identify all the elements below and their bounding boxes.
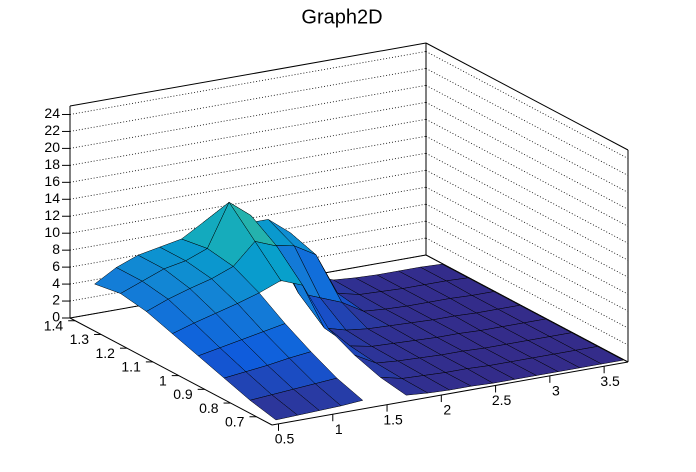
z-tick-label: 8 <box>52 241 60 257</box>
z-tick-label: 18 <box>44 156 60 172</box>
y-tick-label: 1.4 <box>44 317 64 333</box>
chart-title: Graph2D <box>301 6 382 28</box>
y-tick-label: 0.8 <box>199 400 219 416</box>
grid-line <box>425 203 629 312</box>
grid-line <box>69 135 427 200</box>
x-tick-label: 3 <box>552 383 560 399</box>
grid-line <box>425 135 629 244</box>
x-tick-label: 1.5 <box>383 411 403 427</box>
grid-line <box>425 51 629 159</box>
z-tick-label: 24 <box>44 105 60 121</box>
grid-line <box>425 169 629 278</box>
x-tick-label: 1 <box>335 421 343 437</box>
grid-line <box>425 237 629 346</box>
y-tick-label: 1 <box>159 372 167 388</box>
z-tick-label: 0 <box>52 309 60 325</box>
x-tick-label: 0.5 <box>275 431 295 447</box>
grid-line <box>425 85 629 193</box>
z-tick-label: 10 <box>44 224 60 240</box>
grid-line <box>425 186 629 295</box>
grid-line <box>425 68 629 176</box>
grid-line <box>425 152 629 261</box>
grid-line <box>69 118 427 183</box>
z-tick-label: 2 <box>52 292 60 308</box>
grid-line <box>69 152 427 217</box>
grid-line <box>425 254 629 363</box>
axis-box <box>69 42 427 107</box>
grid-line <box>69 169 427 234</box>
x-tick-label: 2.5 <box>492 392 512 408</box>
z-tick-label: 20 <box>44 139 60 155</box>
x-tick-label: 3.5 <box>600 373 620 389</box>
x-axis <box>271 361 629 426</box>
z-tick-label: 16 <box>44 173 60 189</box>
z-tick-label: 14 <box>44 190 60 206</box>
y-axis <box>69 317 273 426</box>
x-tick-label: 2 <box>443 402 451 418</box>
z-tick-label: 12 <box>44 207 60 223</box>
grid-line <box>69 85 427 149</box>
y-tick-label: 1.2 <box>96 345 116 361</box>
surface-cell <box>249 394 299 421</box>
y-tick-label: 1.3 <box>70 331 90 347</box>
y-tick-label: 0.7 <box>225 413 245 429</box>
grid-line <box>69 101 427 166</box>
surface-cell <box>379 376 429 396</box>
grid-line <box>69 68 427 132</box>
z-tick-label: 4 <box>52 275 60 291</box>
z-tick-label: 22 <box>44 122 60 138</box>
y-tick-label: 1.1 <box>121 359 141 375</box>
z-tick-label: 6 <box>52 258 60 274</box>
y-tick-label: 0.9 <box>173 386 193 402</box>
grid-line <box>425 220 629 329</box>
axis-box <box>425 42 629 151</box>
grid-line <box>69 51 427 115</box>
grid-line <box>425 118 629 227</box>
grid-line <box>425 102 629 210</box>
